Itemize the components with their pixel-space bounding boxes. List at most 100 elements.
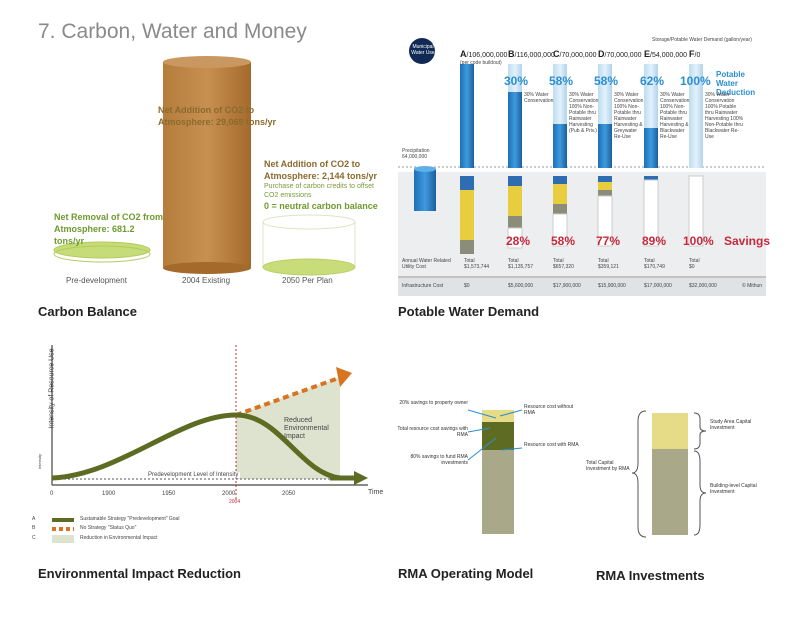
cost-with-rma-segment: [482, 450, 514, 534]
env-panel: Intensity of Resource Use Intensity Time…: [30, 335, 390, 555]
legend-c-key: C: [32, 535, 36, 541]
note-D: 30% Water Conservation 100% Non-Potable …: [614, 92, 644, 140]
top-pct-C: 58%: [549, 74, 574, 88]
owner-savings-label: 20% savings to property owner: [399, 400, 468, 406]
status-quo-line: [235, 377, 337, 417]
status-quo-arrowhead: [336, 367, 352, 387]
deduction-label: Potable Water Deduction: [716, 70, 756, 97]
env-title: Environmental Impact Reduction: [38, 566, 241, 581]
env-x-axis: Time: [368, 489, 384, 496]
left-brace: [631, 410, 647, 538]
bottom-pct-D: 77%: [596, 234, 621, 248]
water-diagram: [398, 38, 766, 296]
top-pct-F: 100%: [680, 74, 711, 88]
note-B: 30% Water Conservation: [524, 92, 554, 104]
scenario-D: D/70,000,000: [598, 49, 642, 59]
rma-op-diagram: [467, 409, 523, 534]
scenario-E: E/54,000,000: [644, 49, 687, 59]
total-investment-label: Total Capital Investment by RMA: [586, 460, 630, 472]
existing-cylinder: [163, 62, 251, 268]
sustainable-curve: [51, 412, 341, 481]
tick-1900: 1900: [102, 491, 116, 497]
neutral-note: 0 = neutral carbon balance: [264, 201, 378, 211]
label-predev: Pre-development: [66, 276, 127, 285]
water-credit: © Mithun: [742, 283, 763, 289]
building-level-segment: [652, 449, 688, 535]
scenario-F: F/0: [689, 49, 701, 59]
savings-label: Savings: [724, 234, 771, 248]
infra-F: $32,000,000: [689, 283, 717, 289]
cost-without-label: Resource cost without RMA: [524, 404, 574, 416]
annual-E: Total $170,749: [644, 258, 665, 270]
plan-note: Net Addition of CO2 to Atmosphere: 2,144…: [264, 159, 378, 181]
rma-op-panel: 20% savings to property owner Total reso…: [397, 390, 588, 550]
reduction-area: [236, 377, 340, 479]
note-C: 30% Water Conservation 100% Non-Potable …: [569, 92, 599, 134]
tick-0: 0: [50, 491, 54, 497]
bottom-pct-E: 89%: [642, 234, 667, 248]
water-header: Storage/Potable Water Demand (gallon/yea…: [652, 37, 752, 43]
plan-cylinder-base: [262, 258, 356, 276]
legend-c-label: Reduction in Environmental Impact: [80, 535, 158, 541]
fund-label: 80% savings to fund RMA investments: [410, 454, 468, 466]
rma-inv-panel: Total Capital Investment by RMA Study Ar…: [586, 405, 766, 545]
carbon-title: Carbon Balance: [38, 304, 137, 319]
infra-A: $0: [464, 283, 470, 289]
scenario-B: B/116,000,000: [508, 49, 555, 59]
infra-label: Infrastructure Cost: [402, 283, 444, 289]
label-existing: 2004 Existing: [182, 276, 231, 285]
legend-a-key: A: [32, 516, 36, 522]
cost-with-label: Resource cost with RMA: [524, 442, 579, 448]
municipal-badge-label: Municipal Water Use: [411, 44, 435, 56]
annual-C: Total $657,320: [553, 258, 574, 270]
right-brace-bottom: [693, 450, 707, 536]
tick-1950: 1950: [162, 491, 176, 497]
predev-disc: [53, 241, 151, 259]
study-area-segment: [652, 413, 688, 449]
tick-2000: 2000: [222, 491, 236, 497]
infra-B: $5,600,000: [508, 283, 534, 289]
label-plan: 2050 Per Plan: [282, 276, 333, 285]
top-pct-E: 62%: [640, 74, 665, 88]
plan-cylinder-top: [262, 214, 356, 230]
baseline-label: Predevelopment Level of Intensity: [146, 472, 241, 478]
scenario-A-note: (per code buildout): [460, 60, 502, 66]
top-pct-D: 58%: [594, 74, 619, 88]
legend-b-key: B: [32, 525, 36, 531]
annual-D: Total $359,121: [598, 258, 619, 270]
rma-inv-diagram: [631, 410, 707, 538]
infra-C: $17,900,000: [553, 283, 581, 289]
precip-label: Precipitation 64,000,000: [402, 148, 430, 160]
scenario-C: C/70,000,000: [553, 49, 597, 59]
water-bars: [460, 175, 704, 254]
right-brace-top: [693, 412, 707, 450]
owner-savings-segment: [482, 410, 514, 422]
note-E: 30% Water Conservation 100% Non-Potable …: [660, 92, 690, 140]
reduced-label: Reduced Environmental Impact: [284, 417, 329, 440]
total-savings-label: Total resource cost savings with RMA: [397, 426, 468, 438]
env-y-small: Intensity: [36, 454, 42, 469]
tick-2050: 2050: [282, 491, 296, 497]
legend-b-label: No Strategy "Status Quo": [80, 525, 137, 531]
tick-2004: 2004: [229, 499, 241, 505]
infra-E: $17,000,000: [644, 283, 672, 289]
infra-D: $15,900,000: [598, 283, 626, 289]
annual-A: Total $1,573,744: [464, 258, 490, 270]
bottom-pct-B: 28%: [506, 234, 531, 248]
env-chart: [51, 345, 368, 543]
study-area-label: Study Area Capital Investment: [710, 419, 752, 431]
legend-c-swatch: [52, 535, 74, 543]
water-tubes: [460, 64, 703, 168]
rma-inv-title: RMA Investments: [596, 568, 705, 583]
bottom-pct-F: 100%: [683, 234, 714, 248]
sustainable-arrowhead: [354, 471, 368, 485]
annual-label: Annual Water Related Utility Cost: [402, 258, 451, 270]
existing-note: Net Addition of CO2 to Atmosphere: 29,06…: [158, 105, 277, 127]
carbon-balance-panel: Net Addition of CO2 to Atmosphere: 29,06…: [30, 50, 390, 300]
top-pct-B: 30%: [504, 74, 529, 88]
legend-a-label: Sustainable Strategy "Predevelopment" Go…: [80, 516, 180, 522]
scenario-A: A/106,000,000: [460, 49, 508, 59]
annual-F: Total $0: [689, 258, 700, 270]
rma-op-title: RMA Operating Model: [398, 566, 534, 581]
plan-credit: Purchase of carbon credits to offset CO2…: [264, 183, 374, 199]
